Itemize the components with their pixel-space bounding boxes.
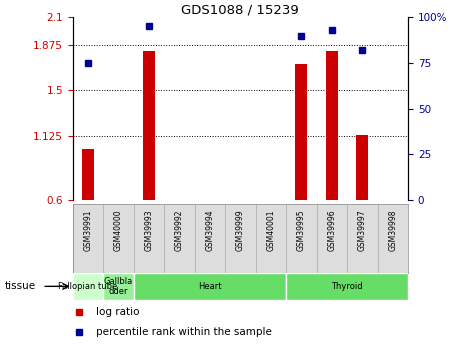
- Text: GSM39997: GSM39997: [358, 209, 367, 251]
- Text: GSM40000: GSM40000: [114, 209, 123, 251]
- Text: GSM39995: GSM39995: [297, 209, 306, 251]
- Text: GSM39994: GSM39994: [205, 209, 214, 251]
- Bar: [73, 273, 103, 300]
- Bar: [82, 149, 94, 200]
- Text: Gallbla
dder: Gallbla dder: [104, 277, 133, 296]
- Bar: [134, 273, 286, 300]
- Text: tissue: tissue: [5, 282, 36, 291]
- Text: Thyroid: Thyroid: [331, 282, 363, 291]
- Bar: [295, 63, 307, 200]
- Bar: [143, 51, 155, 200]
- Text: Heart: Heart: [198, 282, 222, 291]
- Text: log ratio: log ratio: [96, 307, 140, 317]
- Text: percentile rank within the sample: percentile rank within the sample: [96, 327, 272, 337]
- Bar: [286, 273, 408, 300]
- Text: GSM40001: GSM40001: [266, 209, 275, 250]
- Bar: [356, 136, 369, 200]
- Text: GSM39998: GSM39998: [388, 209, 397, 250]
- Bar: [325, 51, 338, 200]
- Text: Fallopian tube: Fallopian tube: [58, 282, 118, 291]
- Text: GSM39999: GSM39999: [236, 209, 245, 251]
- Title: GDS1088 / 15239: GDS1088 / 15239: [182, 3, 299, 16]
- Text: GSM39993: GSM39993: [144, 209, 153, 251]
- Text: GSM39991: GSM39991: [83, 209, 92, 250]
- Text: GSM39992: GSM39992: [175, 209, 184, 250]
- Bar: [103, 273, 134, 300]
- Text: GSM39996: GSM39996: [327, 209, 336, 251]
